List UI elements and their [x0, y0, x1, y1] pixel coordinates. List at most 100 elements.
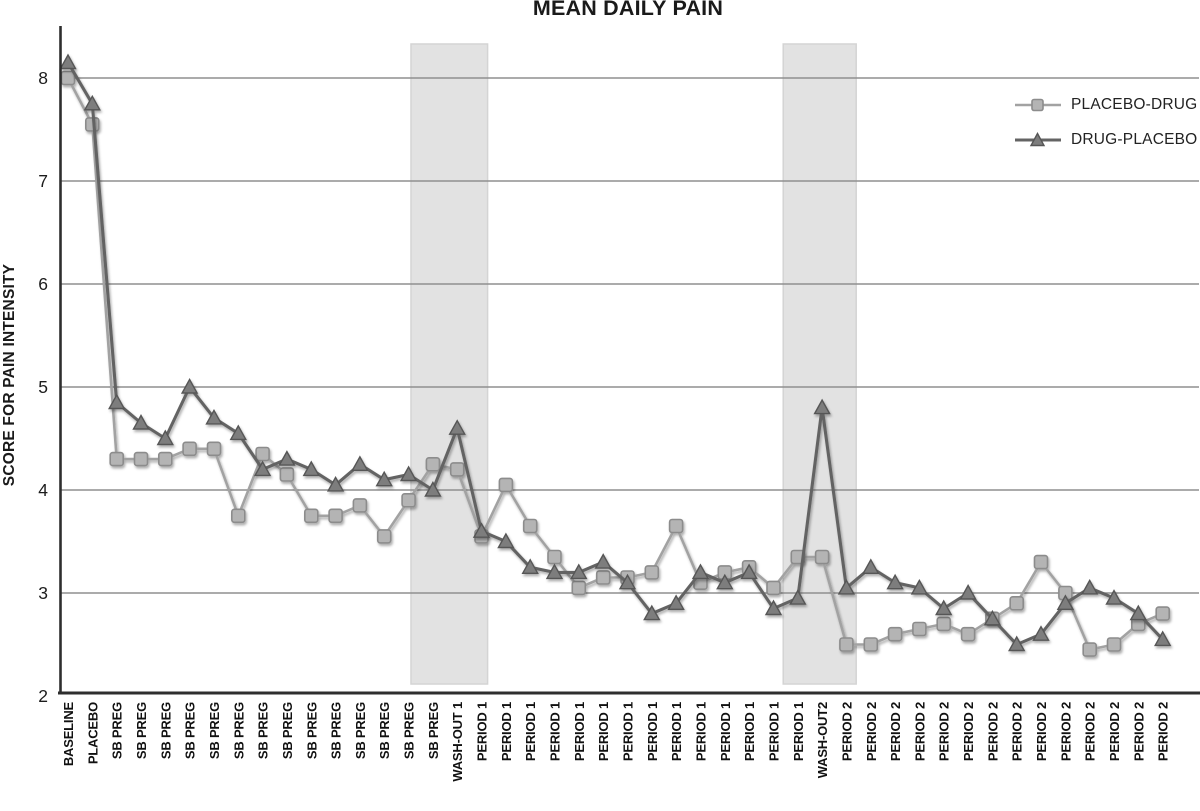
data-point-triangle	[643, 604, 661, 621]
data-point-square	[960, 626, 976, 642]
legend-item-drug-placebo: DRUG-PLACEBO	[1014, 131, 1197, 149]
data-point-square	[303, 508, 319, 524]
data-point-triangle	[862, 558, 880, 574]
data-point-triangle	[910, 578, 929, 595]
data-point-triangle	[59, 53, 77, 70]
x-category-label: PERIOD 1	[718, 702, 733, 761]
data-point-triangle	[497, 532, 515, 549]
data-point-square	[352, 498, 368, 513]
x-category-label: PERIOD 1	[694, 702, 709, 761]
x-category-label: PERIOD 1	[742, 702, 757, 761]
x-category-label: BASELINE	[61, 701, 76, 766]
data-point-square	[279, 467, 295, 482]
data-point-square	[158, 451, 173, 467]
data-point-triangle	[691, 563, 710, 580]
data-point-triangle	[764, 599, 783, 616]
square-marker-swatch	[1014, 97, 1062, 113]
data-point-square	[814, 549, 830, 565]
data-point-square	[571, 580, 587, 596]
data-point-triangle	[399, 465, 418, 482]
data-point-triangle	[935, 599, 953, 616]
data-point-square	[936, 616, 952, 632]
x-category-label: SB PREG	[304, 702, 319, 759]
data-point-triangle	[205, 408, 223, 425]
x-category-label: SB PREG	[134, 702, 149, 759]
triangle-marker-swatch	[1014, 132, 1062, 148]
data-point-square	[449, 462, 465, 477]
y-axis-title: SCORE FOR PAIN INTENSITY	[1, 263, 18, 487]
x-category-label: PERIOD 2	[1010, 702, 1025, 761]
x-category-label: PERIOD 2	[1156, 702, 1171, 761]
legend-label: PLACEBO-DRUG	[1071, 96, 1198, 113]
data-point-square	[668, 518, 684, 534]
series-drug-placebo	[59, 53, 1172, 652]
data-point-triangle	[521, 558, 539, 574]
data-point-square	[133, 451, 149, 467]
data-point-triangle	[424, 481, 442, 497]
washout-band	[410, 43, 489, 685]
x-category-label: PERIOD 1	[572, 702, 587, 761]
data-point-square	[595, 570, 611, 585]
data-point-triangle	[594, 553, 612, 569]
data-point-square	[376, 529, 392, 544]
data-point-triangle	[1105, 589, 1123, 605]
x-category-label: SB PREG	[426, 702, 441, 759]
data-point-triangle	[570, 563, 588, 580]
data-point-triangle	[983, 609, 1002, 626]
y-tick-label: 6	[38, 274, 48, 294]
x-category-label: SB PREG	[377, 702, 392, 759]
x-category-label: PERIOD 2	[912, 702, 927, 761]
data-point-square	[182, 441, 197, 457]
data-point-square	[231, 508, 246, 524]
data-point-square	[206, 441, 222, 457]
chart-title: MEAN DAILY PAIN	[532, 0, 724, 20]
x-category-label: PERIOD 1	[767, 702, 782, 761]
x-category-label: PERIOD 2	[839, 702, 854, 761]
data-point-triangle	[1154, 630, 1172, 647]
y-tick-label: 3	[38, 583, 48, 603]
data-point-square	[109, 451, 124, 467]
data-point-square	[1106, 637, 1122, 652]
data-point-square	[644, 565, 660, 580]
data-point-triangle	[886, 573, 904, 590]
data-point-triangle	[253, 460, 272, 477]
x-category-label: SB PREG	[183, 702, 198, 759]
x-category-label: PERIOD 1	[596, 702, 611, 761]
data-point-triangle	[83, 94, 101, 111]
data-point-triangle	[716, 573, 734, 590]
data-point-triangle	[326, 475, 345, 492]
data-point-triangle	[837, 578, 856, 595]
data-point-square	[425, 456, 441, 472]
y-tick-label: 7	[38, 171, 48, 191]
x-category-label: SB PREG	[231, 702, 246, 759]
x-category-label: WASH-OUT2	[815, 702, 830, 778]
data-point-triangle	[472, 522, 491, 538]
data-point-triangle	[1032, 625, 1050, 641]
x-category-label: SB PREG	[329, 702, 344, 759]
x-category-label: PERIOD 2	[937, 702, 952, 761]
data-point-triangle	[448, 419, 466, 435]
data-point-triangle	[789, 589, 807, 605]
data-point-triangle	[813, 398, 831, 415]
data-point-square	[255, 446, 270, 462]
data-point-square	[498, 477, 514, 493]
x-category-label: SB PREG	[158, 702, 173, 759]
data-point-triangle	[108, 393, 126, 410]
data-point-triangle	[618, 573, 637, 590]
x-category-label: PERIOD 2	[1083, 702, 1098, 761]
x-category-label: SB PREG	[110, 702, 125, 759]
x-category-label: PERIOD 1	[475, 702, 490, 761]
data-point-square	[547, 549, 562, 565]
series-placebo-drug	[60, 70, 1170, 657]
x-category-label: PERIOD 2	[1131, 702, 1146, 761]
x-category-label: PERIOD 1	[669, 702, 684, 761]
data-point-square	[912, 621, 927, 637]
x-category-label: PERIOD 2	[864, 702, 879, 761]
y-tick-label: 8	[38, 68, 48, 88]
x-category-label: WASH-OUT 1	[450, 702, 465, 782]
x-category-label: PERIOD 1	[523, 702, 538, 761]
x-category-label: PERIOD 1	[548, 702, 563, 761]
data-point-triangle	[1008, 635, 1026, 652]
